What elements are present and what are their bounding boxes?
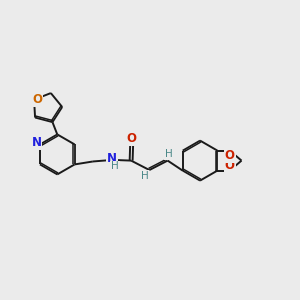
Text: N: N	[32, 136, 41, 149]
Text: O: O	[127, 132, 137, 145]
Text: H: H	[141, 171, 148, 181]
Text: H: H	[165, 149, 173, 159]
Text: N: N	[107, 152, 117, 165]
Text: O: O	[32, 93, 42, 106]
Text: H: H	[111, 161, 119, 172]
Text: O: O	[225, 159, 235, 172]
Text: O: O	[225, 149, 235, 162]
